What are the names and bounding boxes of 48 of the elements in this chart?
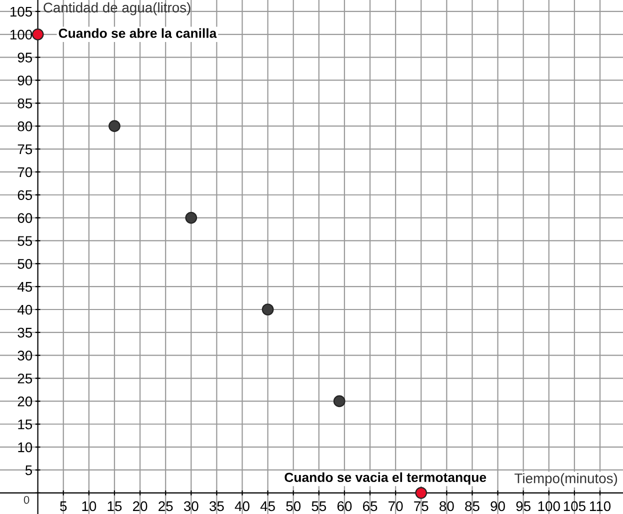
y-tick-label: 100 — [10, 30, 32, 40]
x-tick-label: 30 — [184, 501, 198, 512]
x-tick-label: 60 — [337, 501, 352, 512]
x-tick-label: 50 — [286, 501, 301, 512]
x-tick-label: 15 — [108, 501, 122, 512]
y-tick-label: 60 — [18, 213, 32, 223]
y-tick-label: 80 — [18, 121, 32, 132]
x-tick-label: 20 — [133, 501, 148, 512]
y-tick-label: 50 — [18, 258, 32, 269]
y-tick-label: 45 — [17, 282, 32, 292]
y-tick-label: 70 — [18, 167, 32, 178]
x-tick-label: 80 — [440, 501, 454, 512]
y-tick-label: 55 — [18, 236, 32, 246]
x-axis-title: Tiempo(minutos) — [514, 473, 618, 486]
y-tick-label: 35 — [18, 328, 32, 338]
y-tick-label: 105 — [10, 6, 32, 17]
x-tick-label: 100 — [538, 501, 560, 512]
x-tick-label: 40 — [234, 501, 250, 512]
y-tick-label: 75 — [18, 144, 32, 154]
y-tick-label: 0 — [24, 496, 30, 504]
annotation: Cuando se vacia el termotanque — [284, 472, 486, 485]
y-tick-label: 20 — [18, 396, 32, 406]
y-tick-label: 10 — [18, 442, 32, 452]
y-tick-label: 95 — [18, 52, 32, 62]
x-tick-label: 95 — [516, 501, 530, 512]
y-tick-label: 65 — [18, 190, 32, 200]
y-tick-label: 5 — [25, 465, 32, 476]
x-tick-label: 90 — [490, 501, 505, 512]
y-tick-label: 30 — [18, 350, 32, 361]
y-tick-label: 25 — [18, 374, 32, 384]
x-tick-label: 55 — [312, 501, 326, 512]
x-tick-label: 110 — [590, 501, 611, 512]
x-tick-label: 45 — [260, 501, 275, 512]
y-tick-label: 85 — [18, 98, 32, 108]
x-tick-label: 5 — [60, 501, 67, 512]
x-tick-label: 105 — [564, 501, 586, 512]
x-tick-label: 10 — [82, 501, 96, 512]
x-tick-label: 75 — [414, 501, 428, 512]
x-tick-label: 25 — [158, 501, 173, 512]
x-tick-label: 65 — [363, 501, 378, 512]
annotation: Cuando se abre la canilla — [58, 28, 217, 38]
x-tick-label: 70 — [388, 501, 403, 512]
x-tick-label: 35 — [210, 501, 224, 512]
y-tick-label: 15 — [18, 420, 32, 430]
x-tick-label: 85 — [465, 501, 480, 512]
y-axis-title: Cantidad de agua(litros) — [44, 2, 190, 16]
y-tick-label: 40 — [17, 304, 32, 315]
y-tick-label: 90 — [18, 76, 32, 86]
